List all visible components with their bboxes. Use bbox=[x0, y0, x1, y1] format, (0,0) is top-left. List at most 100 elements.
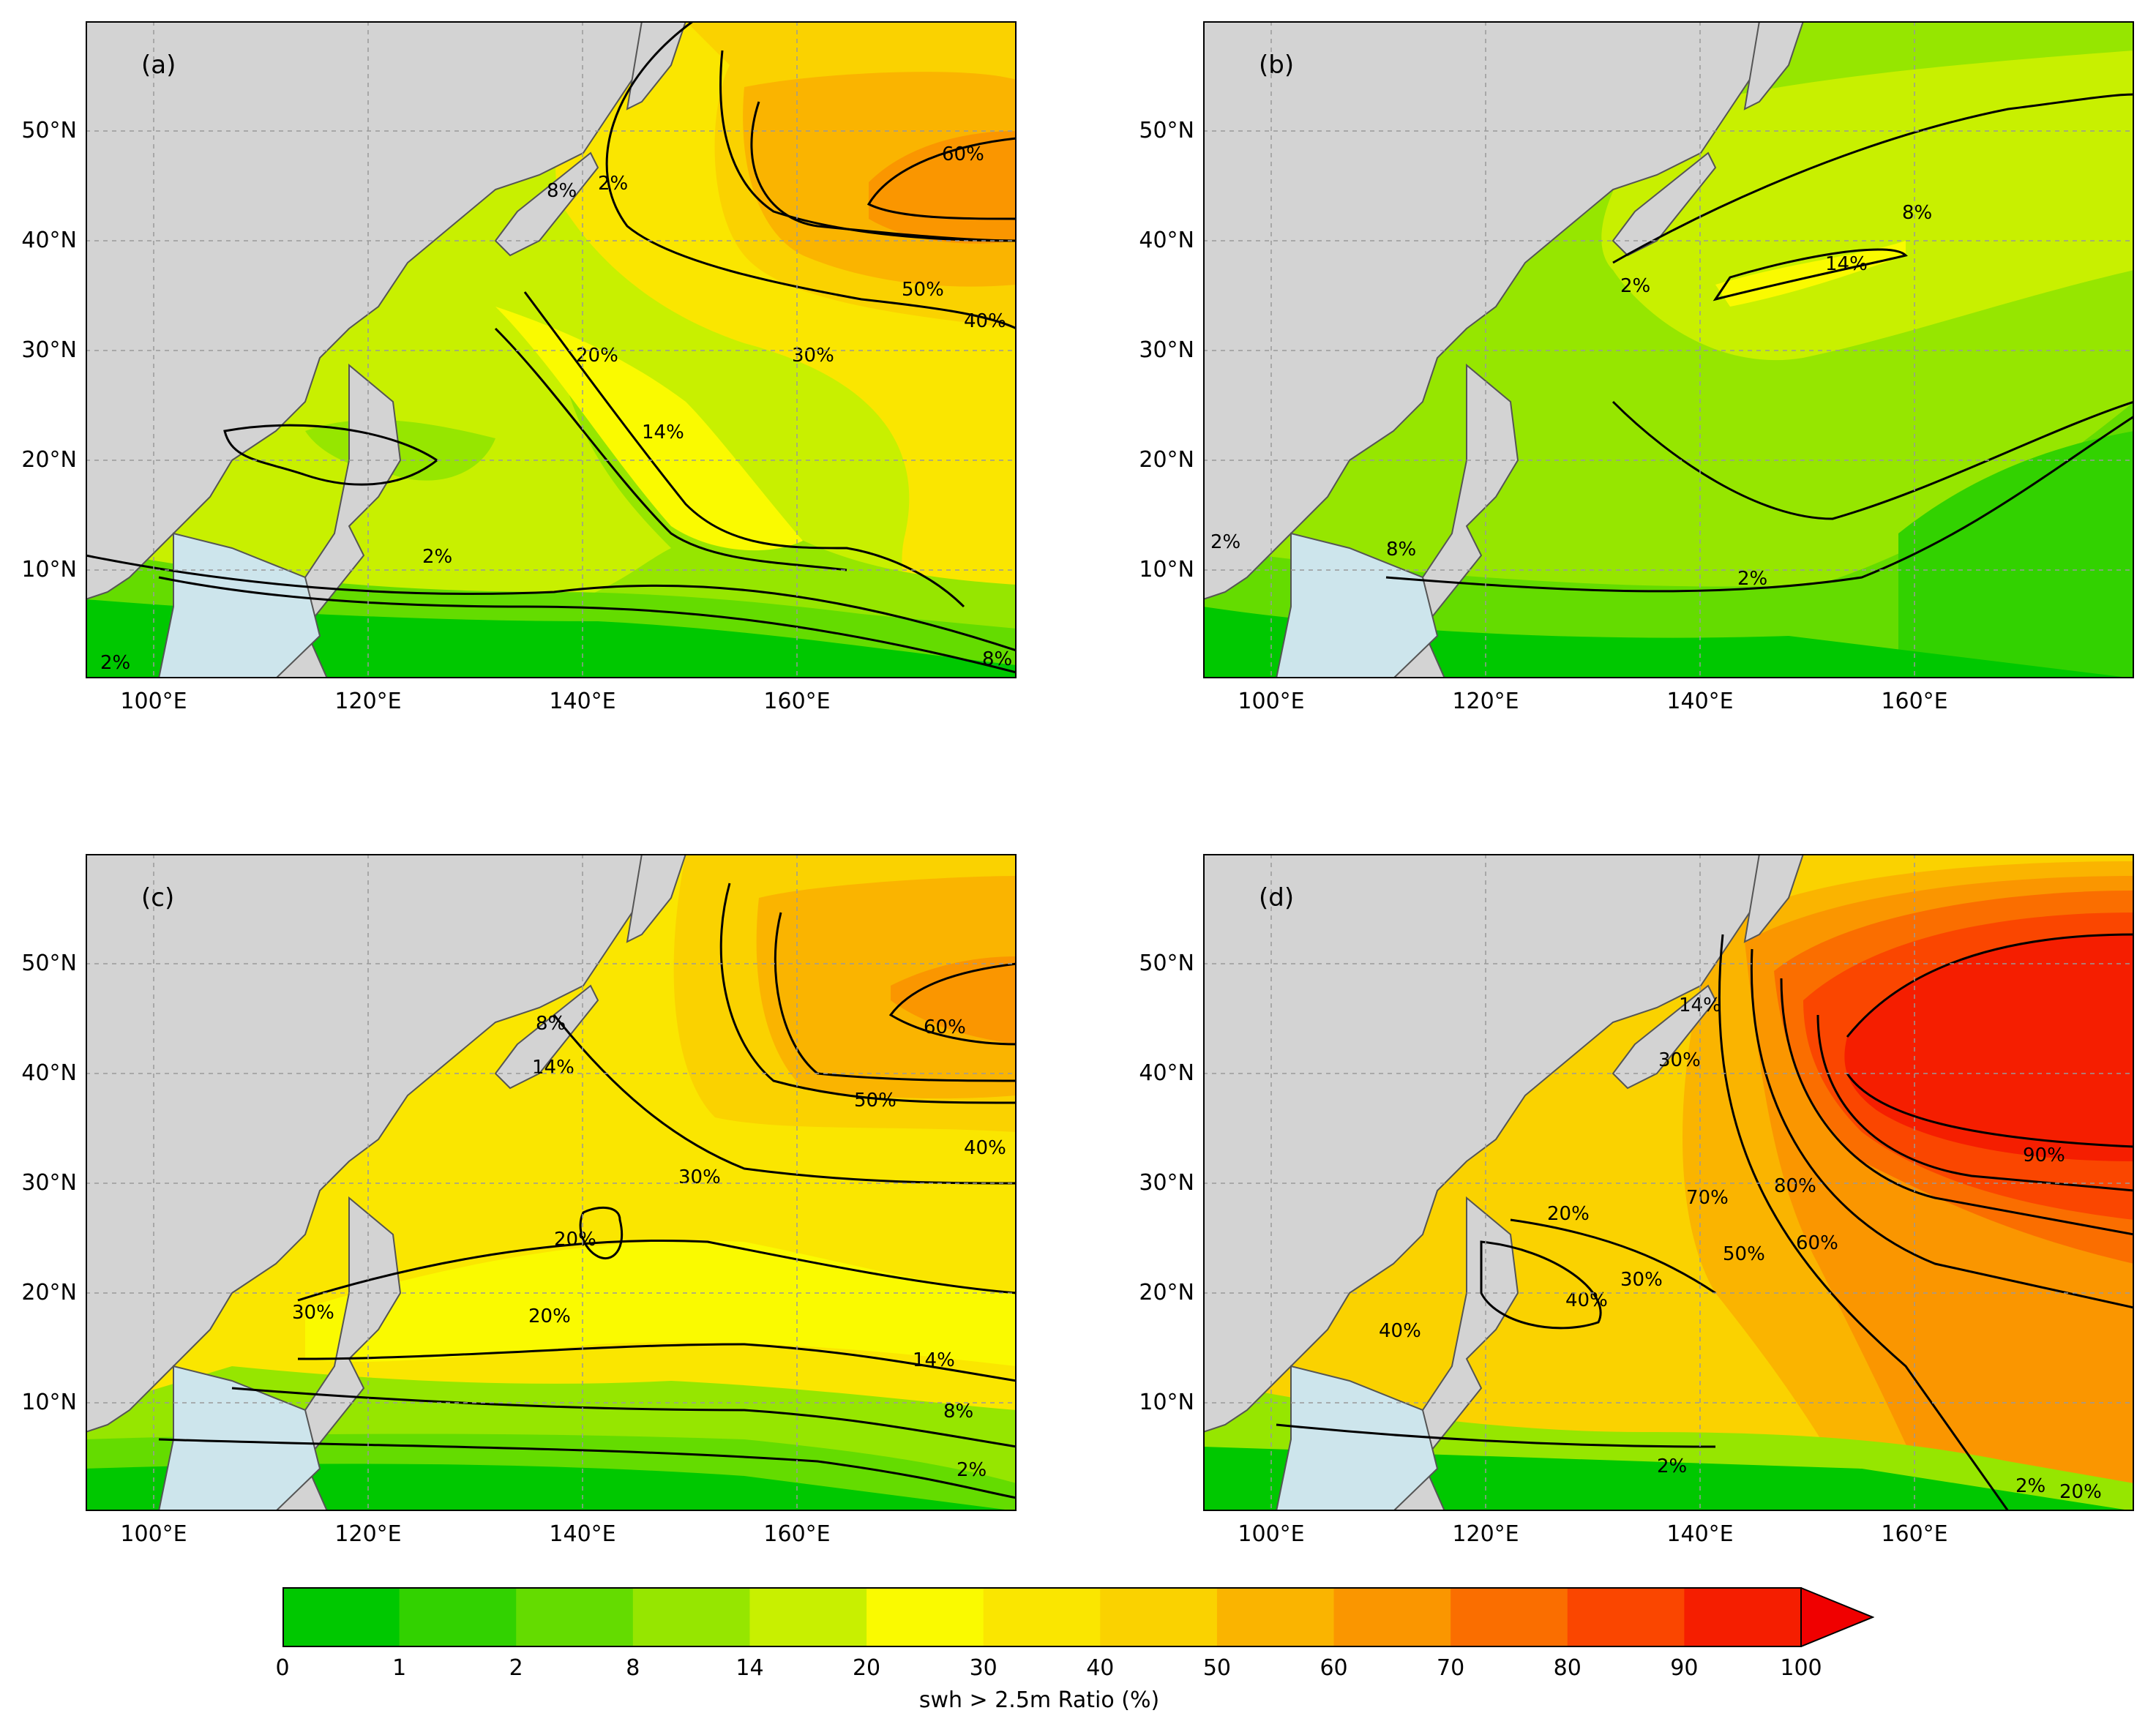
contour-20-loop bbox=[579, 1206, 624, 1259]
japan bbox=[1612, 151, 1717, 257]
contour-60 bbox=[1750, 948, 2134, 1309]
band-1-2 bbox=[1898, 431, 2134, 678]
contour-20 bbox=[297, 1240, 1017, 1302]
map-panel-a-plot: 60% 50% 40% 30% 20% 14% 8% 2% 2% 8% 2% bbox=[86, 21, 1017, 678]
contour-label: 20% bbox=[554, 1229, 596, 1251]
colorbar-tick-label: 8 bbox=[626, 1655, 640, 1681]
band-90-100 bbox=[1844, 934, 2134, 1161]
contour-label: 50% bbox=[1723, 1243, 1765, 1265]
colorbar-tick-label: 20 bbox=[852, 1655, 881, 1681]
colorbar-segment bbox=[1100, 1588, 1218, 1646]
y-tick-label: 40°N bbox=[21, 228, 77, 253]
colorbar-segment bbox=[282, 1588, 400, 1646]
band-60-70 bbox=[869, 131, 1017, 244]
gridlines bbox=[1203, 21, 2134, 678]
contour-50 bbox=[1718, 934, 2010, 1511]
colorbar-segment bbox=[1451, 1588, 1568, 1646]
contour-label: 60% bbox=[924, 1016, 966, 1038]
x-tick-label: 100°E bbox=[120, 689, 187, 714]
band-50-60 bbox=[756, 876, 1017, 1099]
colorbar-tick-label: 60 bbox=[1320, 1655, 1348, 1681]
contour-label: 2% bbox=[1620, 275, 1650, 297]
contour-label: 50% bbox=[854, 1090, 897, 1112]
contour-label: 30% bbox=[1620, 1269, 1663, 1291]
colorbar-tick-label: 14 bbox=[735, 1655, 764, 1681]
y-tick-label: 10°N bbox=[1139, 557, 1194, 582]
contour-8 bbox=[1612, 93, 2134, 264]
contour-8 bbox=[231, 1387, 1017, 1448]
y-tick-label: 40°N bbox=[21, 1060, 77, 1086]
contour-label: 14% bbox=[913, 1349, 955, 1371]
contour-60 bbox=[866, 137, 1017, 220]
y-tick-label: 30°N bbox=[1139, 337, 1194, 363]
contour-14 bbox=[494, 327, 847, 572]
contour-40 bbox=[719, 50, 1017, 242]
contour-40-loop bbox=[1480, 1240, 1602, 1330]
contour-label: 60% bbox=[1796, 1232, 1838, 1254]
contour-30 bbox=[605, 21, 1017, 330]
contour-label: 14% bbox=[532, 1057, 574, 1079]
y-tick-label: 20°N bbox=[21, 1280, 77, 1305]
y-tick-label: 30°N bbox=[1139, 1170, 1194, 1196]
y-tick-label: 30°N bbox=[21, 337, 77, 363]
contour-60 bbox=[888, 962, 1017, 1046]
y-tick-label: 50°N bbox=[1139, 951, 1194, 976]
x-tick-label: 140°E bbox=[1666, 689, 1734, 714]
gridlines bbox=[1203, 854, 2134, 1511]
band-8-14 bbox=[86, 329, 1017, 678]
y-tick-label: 10°N bbox=[21, 1390, 77, 1415]
map-panel-d-plot: 90% 80% 70% 60% 50% 40% 30% 20% 20% 30% … bbox=[1203, 854, 2134, 1511]
japan bbox=[494, 151, 599, 257]
contour-label: 60% bbox=[942, 143, 984, 165]
contour-90-top bbox=[1846, 933, 2134, 1038]
x-tick-label: 160°E bbox=[1881, 689, 1948, 714]
x-tick-label: 140°E bbox=[549, 1521, 616, 1547]
panel-label: (c) bbox=[141, 883, 175, 913]
contour-14 bbox=[297, 1343, 1017, 1382]
colorbar-segment bbox=[399, 1588, 517, 1646]
colorbar-segment bbox=[749, 1588, 867, 1646]
kamchatka bbox=[626, 854, 687, 943]
contour-40 bbox=[719, 883, 1017, 1104]
x-tick-label: 100°E bbox=[1238, 689, 1305, 714]
y-tick-label: 10°N bbox=[1139, 1390, 1194, 1415]
contour-label: 40% bbox=[964, 1137, 1006, 1159]
y-tick-label: 30°N bbox=[21, 1170, 77, 1196]
x-tick-label: 120°E bbox=[1452, 1521, 1519, 1547]
y-tick-label: 50°N bbox=[21, 118, 77, 143]
contour-label: 90% bbox=[2023, 1144, 2065, 1166]
panel-label: (a) bbox=[141, 50, 176, 80]
band-60-70 bbox=[891, 956, 1017, 1044]
gridlines bbox=[86, 854, 1017, 1511]
japan bbox=[1612, 984, 1717, 1090]
colorbar-tick-label: 90 bbox=[1670, 1655, 1699, 1681]
contour-label: 80% bbox=[1774, 1175, 1816, 1197]
contour-label: 14% bbox=[642, 421, 684, 443]
y-tick-label: 20°N bbox=[1139, 1280, 1194, 1305]
contour-2 bbox=[1276, 1423, 1716, 1448]
contour-2 bbox=[158, 576, 1017, 674]
gridlines bbox=[86, 21, 1017, 678]
y-tick-label: 20°N bbox=[1139, 447, 1194, 473]
contour-label: 50% bbox=[902, 279, 944, 301]
kamchatka bbox=[626, 21, 687, 110]
contour-label: 2% bbox=[957, 1459, 987, 1481]
contour-label: 2% bbox=[100, 652, 130, 674]
kamchatka bbox=[1743, 854, 1805, 943]
contour-label: 40% bbox=[1379, 1320, 1421, 1342]
contour-label: 2% bbox=[1737, 568, 1767, 590]
colorbar-label: swh > 2.5m Ratio (%) bbox=[918, 1687, 1160, 1713]
contour-label: 8% bbox=[1386, 539, 1416, 561]
contour-scs bbox=[223, 424, 439, 486]
map-panel-c: 60% 50% 40% 30% 20% 20% 14% 8% 2% 30% 14… bbox=[86, 854, 1017, 1511]
contour-8 bbox=[86, 554, 1017, 652]
contour-label: 30% bbox=[678, 1166, 721, 1188]
colorbar-tick-label: 50 bbox=[1202, 1655, 1232, 1681]
contour-label: 8% bbox=[1902, 202, 1932, 224]
colorbar-segment bbox=[632, 1588, 750, 1646]
contour-90 bbox=[1846, 1073, 2134, 1148]
contour-30 bbox=[1510, 1218, 1716, 1294]
contour-label: 70% bbox=[1686, 1187, 1729, 1209]
contour-2 bbox=[1385, 415, 2134, 593]
colorbar-tick-label: 1 bbox=[392, 1655, 407, 1681]
